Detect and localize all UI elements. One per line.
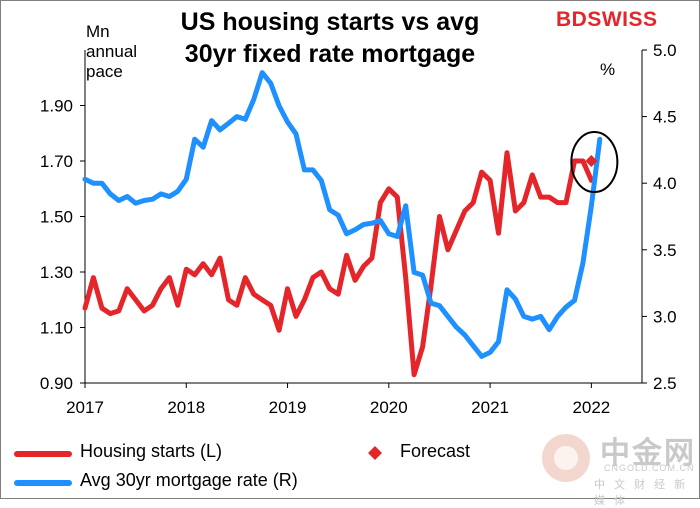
x-tick-label: 2021 <box>471 398 509 417</box>
legend-mortgage-label: Avg 30yr mortgage rate (R) <box>80 470 298 490</box>
left-axis-label-line-3: pace <box>86 62 123 81</box>
x-tick-label: 2020 <box>370 398 408 417</box>
highlight-circle <box>570 131 619 193</box>
watermark-logo-icon <box>542 434 590 482</box>
legend-housing-swatch <box>14 451 72 457</box>
right-tick-label: 2.5 <box>653 374 677 393</box>
left-axis-label: Mn annual pace <box>86 22 137 82</box>
left-tick-label: 1.90 <box>40 97 73 116</box>
brand-logo-text: BDSWISS <box>556 8 658 31</box>
legend-mortgage-swatch <box>14 480 72 486</box>
watermark-subtitle: 中 文 财 经 新 媒 体 <box>594 479 689 507</box>
x-tick-label: 2018 <box>167 398 205 417</box>
left-tick-label: 1.70 <box>40 152 73 171</box>
left-axis-label-line-2: annual <box>86 42 138 61</box>
watermark-url: CNGOLD.COM.CN <box>604 463 695 473</box>
watermark-title: 中金网 <box>600 437 696 470</box>
left-tick-label: 1.50 <box>40 208 73 227</box>
right-tick-label: 4.0 <box>653 174 677 193</box>
x-tick-label: 2017 <box>66 398 104 417</box>
mortgage-rate-line <box>82 70 603 359</box>
forecast-marker <box>585 155 598 167</box>
right-tick-label: 5.0 <box>653 41 677 60</box>
right-tick-label: 4.5 <box>653 108 677 127</box>
left-tick-label: 0.90 <box>40 374 73 393</box>
legend-forecast-marker <box>368 446 382 460</box>
title-line-2: 30yr fixed rate mortgage <box>184 40 476 68</box>
legend-forecast-label: Forecast <box>400 441 471 461</box>
x-tick-label: 2022 <box>572 398 610 417</box>
right-axis-label: % <box>600 60 616 79</box>
brand-logo: BDSWISS <box>556 8 658 32</box>
right-tick-label: 3.0 <box>653 307 677 326</box>
legend-housing-label: Housing starts (L) <box>80 441 223 461</box>
chart-title: US housing starts vs avg 30yr fixed rate… <box>110 6 550 70</box>
left-axis-label-line-1: Mn <box>86 22 110 41</box>
left-tick-label: 1.10 <box>40 319 73 338</box>
x-tick-label: 2019 <box>269 398 307 417</box>
left-tick-label: 1.30 <box>40 263 73 282</box>
housing-starts-line <box>82 150 594 378</box>
title-line-1: US housing starts vs avg <box>180 8 480 36</box>
right-tick-label: 3.5 <box>653 241 677 260</box>
